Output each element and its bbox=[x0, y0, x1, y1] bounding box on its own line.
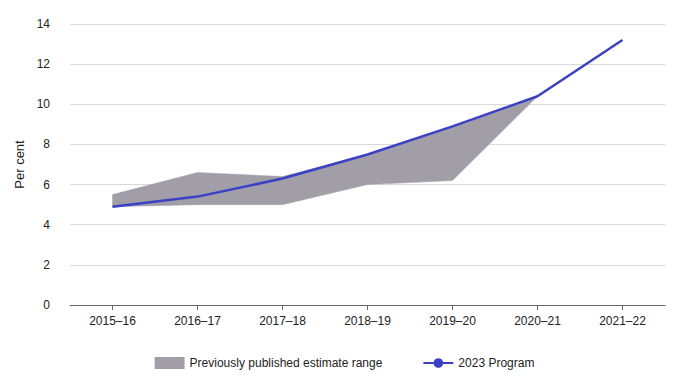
svg-text:Per cent: Per cent bbox=[12, 140, 27, 189]
svg-text:Previously published estimate: Previously published estimate range bbox=[190, 356, 383, 370]
svg-text:2019–20: 2019–20 bbox=[429, 314, 476, 328]
svg-text:6: 6 bbox=[43, 178, 50, 192]
svg-text:14: 14 bbox=[37, 17, 51, 31]
svg-text:2020–21: 2020–21 bbox=[514, 314, 561, 328]
svg-text:2023 Program: 2023 Program bbox=[458, 356, 534, 370]
svg-text:12: 12 bbox=[37, 57, 51, 71]
svg-text:2021–22: 2021–22 bbox=[599, 314, 646, 328]
svg-text:10: 10 bbox=[37, 97, 51, 111]
svg-text:0: 0 bbox=[43, 298, 50, 312]
svg-text:2017–18: 2017–18 bbox=[259, 314, 306, 328]
svg-text:2016–17: 2016–17 bbox=[174, 314, 221, 328]
svg-text:2015–16: 2015–16 bbox=[89, 314, 136, 328]
svg-text:2018–19: 2018–19 bbox=[344, 314, 391, 328]
svg-text:8: 8 bbox=[43, 137, 50, 151]
svg-text:2: 2 bbox=[43, 258, 50, 272]
svg-text:4: 4 bbox=[43, 218, 50, 232]
